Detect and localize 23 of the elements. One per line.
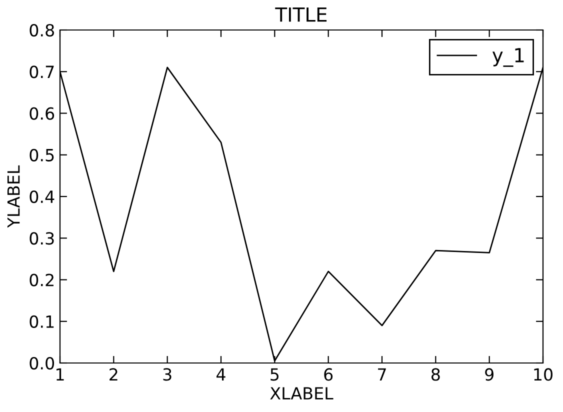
- chart-title: TITLE: [275, 7, 327, 22]
- x-tick-label: 10: [534, 368, 552, 381]
- y-tick-label: 0.4: [30, 190, 54, 204]
- x-tick-label: 2: [110, 368, 118, 381]
- y-tick-label: 0.0: [30, 356, 54, 370]
- x-tick-label: 1: [56, 368, 64, 381]
- y-axis-title: YLABEL: [7, 165, 20, 228]
- y-tick-label: 0.2: [30, 274, 54, 286]
- y-tick-label: 0.3: [30, 232, 54, 245]
- y-tick-label: 0.6: [30, 107, 54, 120]
- y-tick-label: 0.5: [30, 148, 54, 162]
- x-axis-title: XLABEL: [270, 387, 334, 400]
- x-tick-label: 8: [431, 368, 440, 381]
- x-tick-label: 9: [485, 368, 494, 381]
- y-tick-label: 0.7: [30, 66, 54, 78]
- x-tick-label: 7: [378, 368, 386, 381]
- x-tick-label: 3: [163, 368, 172, 381]
- x-tick-label: 6: [324, 368, 333, 381]
- x-tick-label: 5: [270, 368, 279, 381]
- x-tick-label: 4: [216, 368, 226, 381]
- y-tick-label: 0.8: [30, 24, 54, 37]
- y-tick-label: 0.1: [30, 315, 54, 328]
- legend-label: y_1: [492, 48, 524, 67]
